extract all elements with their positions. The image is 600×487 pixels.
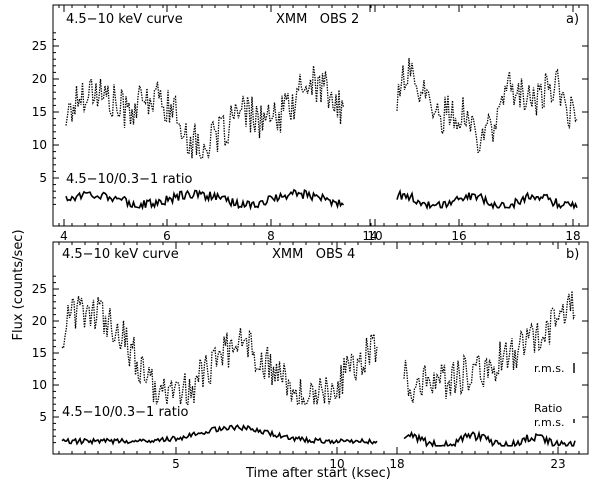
y-tick-label: 20 xyxy=(32,314,47,328)
ratio-series-a-2 xyxy=(396,188,578,211)
panel-a-frame xyxy=(52,4,589,227)
panel-b-x-ticks: 5 10 18 23 xyxy=(58,242,580,471)
ratio-series-b-1 xyxy=(61,424,378,446)
x-tick-label: 8 xyxy=(267,229,275,243)
y-tick-label: 5 xyxy=(39,410,47,424)
y-tick-label: 25 xyxy=(32,282,47,296)
x-tick-label: 16 xyxy=(451,229,466,243)
x-tick-label: 6 xyxy=(163,229,171,243)
panel-b-ratio-rms-label: Ratio xyxy=(534,402,563,415)
x-tick-label: 10 xyxy=(329,457,344,471)
panel-b-observation: XMM OBS 4 xyxy=(272,247,355,262)
panel-a-curve-label: 4.5−10 keV curve xyxy=(66,12,183,27)
y-tick-label: 10 xyxy=(32,378,47,392)
x-tick-label: 18 xyxy=(389,457,404,471)
x-tick-label: 10 xyxy=(367,229,382,243)
flux-series-a-1 xyxy=(65,65,345,159)
panel-a-observation: XMM OBS 2 xyxy=(276,12,359,27)
panel-b-frame xyxy=(52,241,589,455)
flux-series-a-2 xyxy=(396,57,578,154)
panel-b: 4.5−10 keV curve XMM OBS 4 b) 4.5−10/0.3… xyxy=(32,241,589,471)
y-tick-label: 15 xyxy=(32,346,47,360)
x-tick-label: 23 xyxy=(550,457,565,471)
panel-a-ratio-label: 4.5−10/0.3−1 ratio xyxy=(66,172,192,187)
flux-series-b-2 xyxy=(403,290,576,403)
y-axis-title: Flux (counts/sec) xyxy=(11,229,26,340)
x-tick-label: 18 xyxy=(565,229,580,243)
x-axis-title: Time after start (ksec) xyxy=(245,466,391,481)
x-tick-label: 5 xyxy=(172,457,180,471)
panel-a: 4.5−10 keV curve XMM OBS 2 a) 4.5−10/0.3… xyxy=(32,4,589,243)
panel-a-label: a) xyxy=(566,12,579,27)
flux-series-b-1 xyxy=(61,296,378,405)
panel-b-y-ticks: 5 10 15 20 25 xyxy=(32,275,588,444)
panel-b-curve-label: 4.5−10 keV curve xyxy=(62,247,179,262)
panel-b-rms-label: r.m.s. xyxy=(534,362,564,375)
ratio-series-b-2 xyxy=(403,430,576,448)
y-tick-label: 15 xyxy=(32,105,47,119)
y-tick-label: 20 xyxy=(32,72,47,86)
y-tick-label: 5 xyxy=(39,171,47,185)
panel-b-ratio-rms-label-2: r.m.s. xyxy=(534,416,564,429)
panel-b-ratio-label: 4.5−10/0.3−1 ratio xyxy=(62,405,188,420)
ratio-series-a-1 xyxy=(65,188,345,211)
panel-a-y-ticks: 5 10 15 20 25 xyxy=(32,32,588,205)
x-tick-label: 14 xyxy=(362,229,377,243)
y-tick-label: 10 xyxy=(32,138,47,152)
y-tick-label: 25 xyxy=(32,39,47,53)
x-tick-label: 4 xyxy=(60,229,68,243)
panel-b-label: b) xyxy=(566,247,579,262)
panel-b-curves xyxy=(61,290,576,448)
panel-a-curves xyxy=(65,57,578,211)
